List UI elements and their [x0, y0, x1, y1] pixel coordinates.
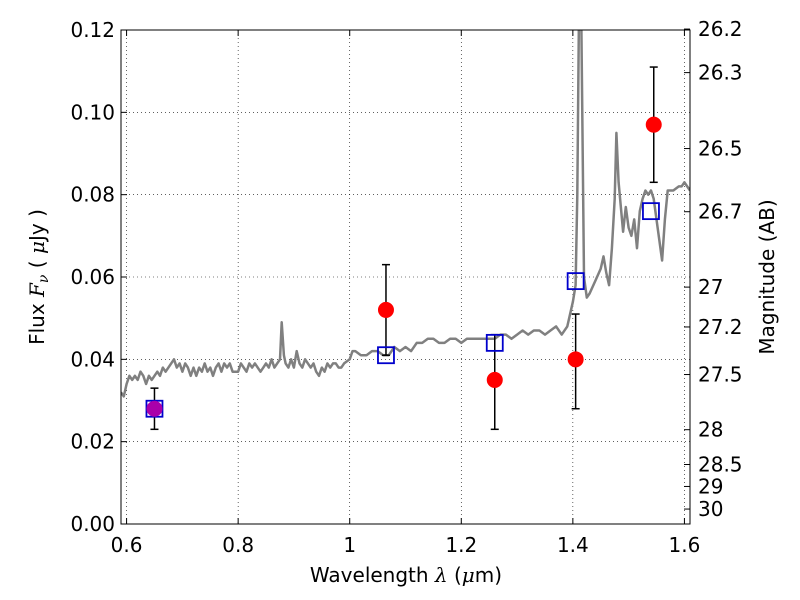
x-tick-label: 0.6 — [111, 533, 143, 557]
model-point — [485, 333, 504, 352]
magnitude-tick-label: 29 — [698, 474, 723, 498]
model-point — [642, 202, 660, 221]
x-tick-label: 1.2 — [445, 533, 477, 557]
magnitude-tick-label: 26.7 — [698, 200, 743, 224]
model-point — [377, 346, 395, 365]
x-tick-label: 0.8 — [222, 533, 254, 557]
spectrum-series — [121, 30, 690, 398]
x-axis-ticks: 0.6 0.8 1 1.2 1.4 1.6 — [111, 30, 701, 557]
y-axis-label: Flux Fν ( μJy ) — [25, 209, 52, 345]
y-tick-label: 0.04 — [70, 347, 115, 371]
y-tick-label: 0.06 — [70, 265, 115, 289]
magnitude-tick-label: 28 — [698, 418, 723, 442]
magnitude-tick-label: 27 — [698, 275, 723, 299]
grid-lines — [121, 30, 690, 524]
observed-point-purple — [146, 400, 163, 417]
y-tick-label: 0.02 — [70, 430, 115, 454]
spectrum-line — [121, 30, 690, 398]
y-tick-label: 0.10 — [70, 100, 115, 124]
y-axis-ticks: 0.00 0.02 0.04 0.06 0.08 0.10 0.12 — [70, 18, 127, 536]
magnitude-tick-label: 30 — [698, 497, 723, 521]
x-axis-label: Wavelength λ (μm) — [310, 563, 502, 587]
model-point — [566, 272, 585, 291]
magnitude-tick-label: 27.2 — [698, 315, 743, 339]
magnitude-axis-label: Magnitude (AB) — [755, 199, 779, 354]
model-points — [145, 202, 660, 418]
y-tick-label: 0.12 — [70, 18, 115, 42]
magnitude-tick-label: 26.5 — [698, 137, 743, 161]
magnitude-tick-label: 26.2 — [698, 17, 743, 41]
magnitude-tick-label: 27.5 — [698, 363, 743, 387]
y-tick-label: 0.00 — [70, 512, 115, 536]
x-tick-label: 1.6 — [669, 533, 701, 557]
magnitude-tick-label: 26.3 — [698, 61, 743, 85]
x-tick-label: 1 — [343, 533, 356, 557]
observed-point — [645, 116, 662, 133]
observed-point — [567, 351, 584, 368]
observed-point — [377, 301, 394, 318]
observed-point — [486, 371, 503, 388]
observed-points — [146, 116, 662, 417]
y-tick-label: 0.08 — [70, 183, 115, 207]
magnitude-tick-label: 28.5 — [698, 452, 743, 476]
x-tick-label: 1.4 — [557, 533, 589, 557]
